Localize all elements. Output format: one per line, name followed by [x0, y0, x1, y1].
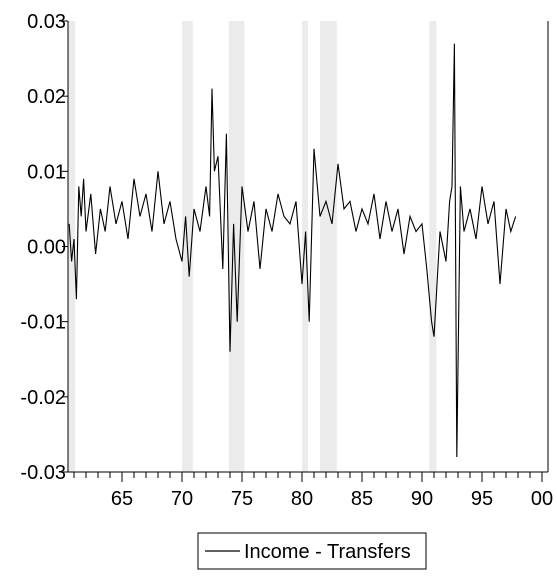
y-tick-label-1: 0.02	[27, 86, 66, 108]
x-tick-label-6: 95	[471, 488, 493, 510]
x-tick-label-1: 70	[171, 488, 193, 510]
recession-band-0	[68, 21, 76, 472]
y-tick-label-0: 0.03	[27, 11, 66, 33]
recession-band-5	[429, 21, 437, 472]
y-tick-label-2: 0.01	[27, 161, 66, 183]
legend: Income - Transfers	[197, 532, 427, 570]
x-tick-label-4: 85	[351, 488, 373, 510]
tick-labels: 0.03 0.02 0.01 0.00 -0.01 -0.02 -0.03 65 70 75 80 8…	[20, 11, 553, 510]
x-tick-label-5: 90	[411, 488, 433, 510]
series-line-0	[68, 43, 517, 458]
x-tick-label-7: 00	[531, 488, 553, 510]
x-tick-label-3: 80	[291, 488, 313, 510]
y-tick-label-5: -0.02	[20, 387, 66, 409]
recession-band-4	[320, 21, 337, 472]
y-tick-label-6: -0.03	[20, 462, 66, 484]
recession-band-2	[228, 21, 245, 472]
y-tick-label-3: 0.00	[27, 237, 66, 259]
series-layer	[68, 43, 517, 458]
y-tick-label-4: -0.01	[20, 312, 66, 334]
axes	[62, 20, 549, 482]
legend-label: Income - Transfers	[244, 541, 411, 563]
recession-bands	[68, 21, 437, 472]
x-tick-label-0: 65	[111, 488, 133, 510]
x-tick-label-2: 75	[231, 488, 253, 510]
